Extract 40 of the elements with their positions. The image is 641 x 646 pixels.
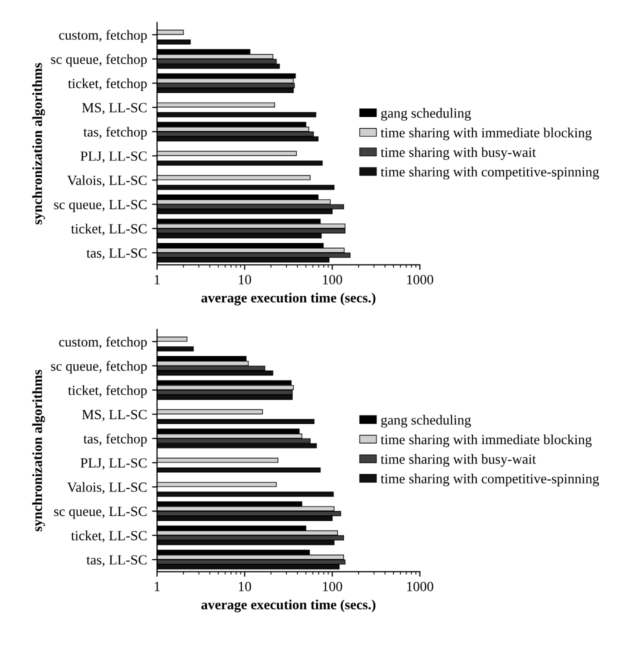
- legend-label: time sharing with immediate blocking: [380, 128, 592, 140]
- y-tick-label: ticket, LL-SC: [71, 530, 147, 542]
- y-tick-label: Valois, LL-SC: [67, 482, 147, 494]
- legend-label: time sharing with busy-wait: [380, 147, 536, 160]
- y-tick-label: PLJ, LL-SC: [80, 151, 147, 163]
- x-axis-title: average execution time (secs.): [201, 292, 376, 306]
- y-tick-label: tas, LL-SC: [86, 248, 147, 260]
- x-tick-label: 10: [238, 274, 252, 284]
- y-tick-label: ticket, fetchop: [68, 385, 147, 398]
- x-tick-label: 1000: [407, 274, 434, 284]
- legend-label: time sharing with competitive-spinning: [380, 474, 599, 486]
- legend-label: gang scheduling: [381, 414, 471, 428]
- y-tick-label: sc queue, LL-SC: [54, 506, 147, 519]
- x-tick-label: 1000: [407, 582, 434, 592]
- y-tick-label: tas, LL-SC: [86, 555, 147, 567]
- legend-label: time sharing with busy-wait: [380, 454, 536, 467]
- legend-label: time sharing with immediate blocking: [380, 434, 592, 448]
- y-tick-label: tas, fetchop: [83, 126, 147, 140]
- y-tick-label: custom, fetchop: [59, 336, 147, 350]
- legend-label: gang scheduling: [381, 108, 471, 121]
- y-tick-label: MS, LL-SC: [82, 410, 147, 422]
- y-tick-label: MS, LL-SC: [82, 103, 147, 114]
- y-tick-label: sc queue, fetchop: [51, 360, 147, 374]
- y-tick-label: Valois, LL-SC: [67, 175, 147, 188]
- x-tick-label: 1: [154, 582, 160, 592]
- x-tick-label: 1: [154, 275, 160, 284]
- y-axis-title: synchronization algorithms: [32, 370, 45, 532]
- y-tick-label: custom, fetchop: [59, 30, 147, 43]
- y-tick-label: ticket, LL-SC: [71, 224, 147, 236]
- y-tick-label: sc queue, fetchop: [51, 54, 147, 67]
- x-tick-label: 100: [323, 274, 342, 284]
- x-tick-label: 10: [238, 582, 252, 592]
- x-tick-label: 100: [323, 582, 342, 592]
- x-axis-title: average execution time (secs.): [201, 600, 376, 612]
- y-tick-label: sc queue, LL-SC: [54, 200, 147, 212]
- y-tick-label: PLJ, LL-SC: [80, 458, 147, 470]
- legend-label: time sharing with competitive-spinning: [380, 166, 599, 180]
- y-tick-label: tas, fetchop: [83, 434, 147, 446]
- y-tick-label: ticket, fetchop: [68, 78, 147, 92]
- y-axis-title: synchronization algorithms: [32, 62, 45, 224]
